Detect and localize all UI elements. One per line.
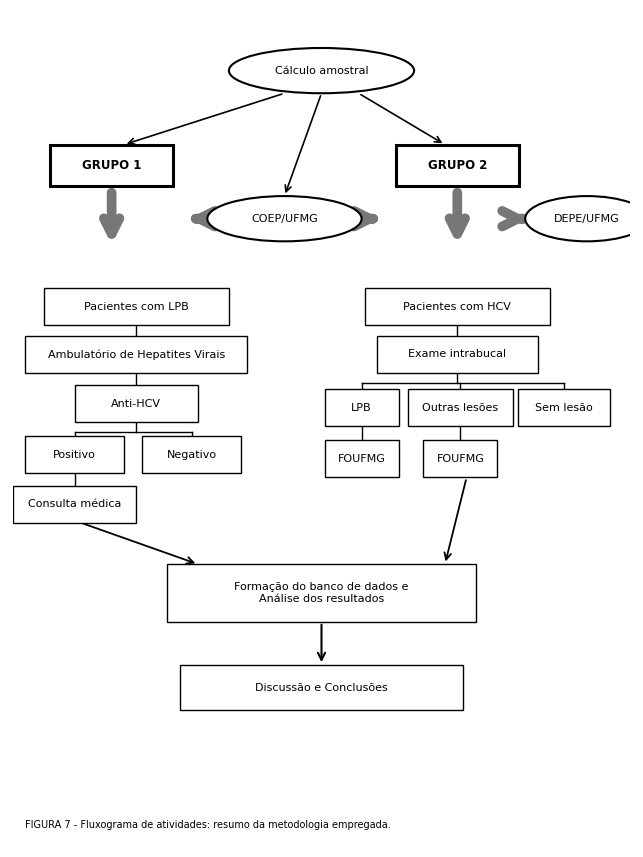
Text: Outras lesões: Outras lesões [422, 403, 498, 413]
FancyBboxPatch shape [143, 436, 241, 473]
Text: Negativo: Negativo [167, 450, 217, 460]
Text: Cálculo amostral: Cálculo amostral [275, 66, 368, 75]
Text: GRUPO 2: GRUPO 2 [428, 159, 487, 171]
FancyBboxPatch shape [377, 336, 538, 373]
Text: FOUFMG: FOUFMG [338, 454, 386, 464]
Text: Exame intrabucal: Exame intrabucal [408, 350, 507, 359]
FancyBboxPatch shape [50, 145, 174, 186]
FancyBboxPatch shape [44, 288, 229, 326]
Text: FIGURA 7 - Fluxograma de atividades: resumo da metodologia empregada.: FIGURA 7 - Fluxograma de atividades: res… [25, 820, 391, 830]
Text: COEP/UFMG: COEP/UFMG [251, 213, 318, 224]
FancyBboxPatch shape [365, 288, 550, 326]
Text: FOUFMG: FOUFMG [437, 454, 484, 464]
FancyBboxPatch shape [179, 665, 464, 710]
Text: Consulta médica: Consulta médica [28, 499, 122, 509]
Text: Ambulatório de Hepatites Virais: Ambulatório de Hepatites Virais [48, 349, 225, 360]
Text: Anti-HCV: Anti-HCV [111, 399, 161, 409]
FancyBboxPatch shape [25, 436, 124, 473]
Text: LPB: LPB [351, 403, 372, 413]
Ellipse shape [525, 196, 643, 242]
FancyBboxPatch shape [423, 440, 498, 477]
FancyBboxPatch shape [518, 389, 610, 427]
FancyBboxPatch shape [325, 389, 399, 427]
FancyBboxPatch shape [75, 386, 198, 423]
Ellipse shape [207, 196, 361, 242]
Text: Discussão e Conclusões: Discussão e Conclusões [255, 683, 388, 692]
Text: Sem lesão: Sem lesão [535, 403, 593, 413]
Text: DEPE/UFMG: DEPE/UFMG [554, 213, 620, 224]
FancyBboxPatch shape [167, 564, 476, 622]
FancyBboxPatch shape [395, 145, 519, 186]
Text: GRUPO 1: GRUPO 1 [82, 159, 141, 171]
FancyBboxPatch shape [25, 336, 248, 373]
FancyBboxPatch shape [13, 486, 136, 523]
Text: Pacientes com HCV: Pacientes com HCV [403, 302, 511, 312]
FancyBboxPatch shape [408, 389, 513, 427]
Text: Pacientes com LPB: Pacientes com LPB [84, 302, 188, 312]
FancyBboxPatch shape [325, 440, 399, 477]
Text: Formação do banco de dados e
Análise dos resultados: Formação do banco de dados e Análise dos… [234, 582, 409, 604]
Text: Positivo: Positivo [53, 450, 96, 460]
Ellipse shape [229, 48, 414, 93]
